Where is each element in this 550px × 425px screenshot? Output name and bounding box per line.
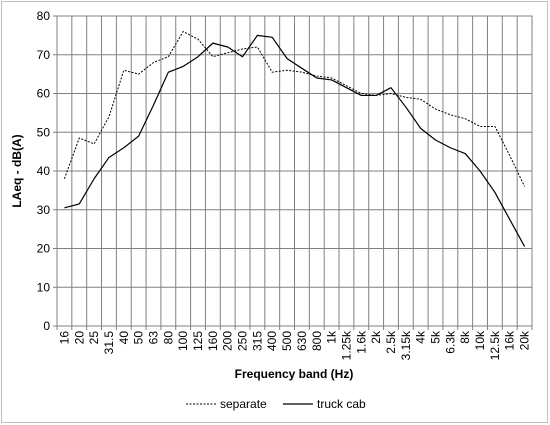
x-tick-label: 1k	[325, 330, 339, 344]
x-tick-label: 50	[132, 331, 146, 345]
x-tick-label: 20	[72, 331, 86, 345]
series-line-separate	[63, 31, 526, 187]
x-tick-label: 31.5	[102, 331, 116, 355]
y-tick-label: 60	[37, 87, 51, 101]
x-tick-label: 100	[176, 331, 190, 351]
x-tick-label: 80	[161, 331, 175, 345]
gridlines	[57, 16, 532, 326]
y-axis-ticks: 0 10 20 30 40 50 60 70 80	[37, 9, 57, 333]
x-tick-label: 10k	[473, 330, 487, 350]
legend: separate truck cab	[186, 397, 366, 411]
y-tick-label: 30	[37, 203, 51, 217]
x-axis-title: Frequency band (Hz)	[235, 367, 354, 381]
x-tick-label: 63	[146, 331, 160, 345]
x-tick-label: 5k	[429, 330, 443, 344]
x-tick-label: 200	[221, 331, 235, 351]
x-tick-label: 16k	[503, 330, 517, 350]
x-tick-label: 630	[295, 331, 309, 351]
legend-label-truck-cab: truck cab	[317, 397, 366, 411]
x-tick-label: 4k	[414, 330, 428, 344]
y-tick-label: 10	[37, 280, 51, 294]
y-tick-label: 40	[37, 164, 51, 178]
y-tick-label: 0	[43, 319, 50, 333]
x-tick-label: 2k	[369, 330, 383, 344]
y-tick-label: 70	[37, 48, 51, 62]
x-tick-label: 1.6k	[354, 330, 368, 354]
legend-label-separate: separate	[220, 397, 267, 411]
y-tick-label: 80	[37, 9, 51, 23]
x-tick-label: 1.25k	[339, 330, 353, 360]
x-tick-label: 40	[117, 331, 131, 345]
x-tick-label: 800	[310, 331, 324, 351]
x-tick-label: 12.5k	[488, 330, 502, 360]
x-tick-label: 25	[87, 331, 101, 345]
series-lines	[63, 31, 526, 247]
x-tick-label: 8k	[458, 330, 472, 344]
x-tick-label: 16	[57, 331, 71, 345]
y-tick-label: 50	[37, 125, 51, 139]
x-tick-label: 20k	[518, 330, 532, 350]
x-tick-label: 315	[250, 331, 264, 351]
x-tick-label: 250	[236, 331, 250, 351]
x-tick-label: 3.15k	[399, 330, 413, 360]
x-tick-label: 500	[280, 331, 294, 351]
x-tick-label: 125	[191, 331, 205, 351]
series-line-truck-cab	[64, 34, 526, 247]
y-axis-title: LAeq - dB(A)	[10, 134, 24, 207]
x-tick-label: 6.3k	[443, 330, 457, 354]
x-tick-label: 160	[206, 331, 220, 351]
x-tick-label: 400	[265, 331, 279, 351]
y-tick-label: 20	[37, 242, 51, 256]
x-axis-ticks: 16 20 25 31.5 40 50 63 80 100 125 160 200 250 315 400 5…	[56, 326, 533, 360]
x-tick-label: 2.5k	[384, 330, 398, 354]
